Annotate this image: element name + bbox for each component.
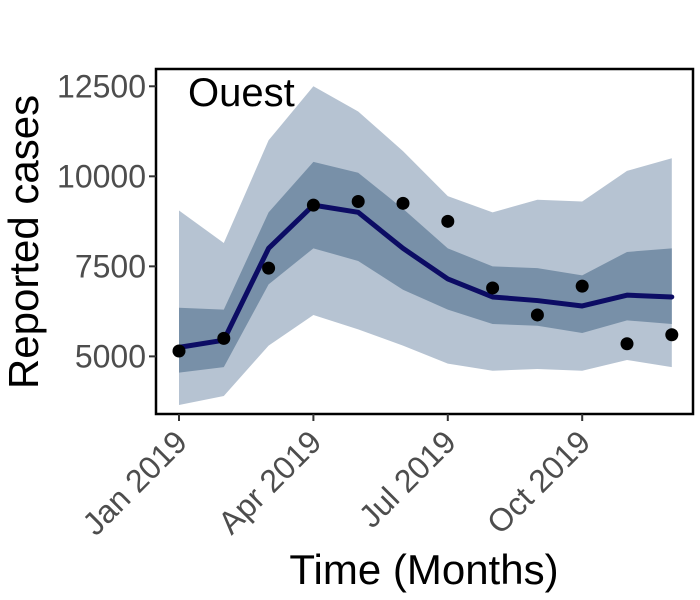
y-tick-label: 12500: [57, 68, 146, 104]
observed-points: [172, 195, 679, 358]
y-tick-label: 7500: [75, 248, 146, 284]
x-axis-title: Time (Months): [289, 546, 558, 593]
observed-point: [172, 344, 186, 358]
observed-point: [306, 198, 320, 212]
median-line-layer: [176, 202, 675, 350]
observed-point: [351, 195, 365, 209]
plot-border: [154, 67, 695, 416]
observed-point: [486, 281, 500, 295]
observed-point: [575, 279, 589, 293]
observed-point: [396, 196, 410, 210]
panel-label: Ouest: [188, 71, 295, 115]
y-tick-label: 5000: [75, 338, 146, 374]
observed-point: [441, 214, 455, 228]
y-tick-label: 10000: [57, 158, 146, 194]
observed-point: [262, 261, 276, 275]
observed-point: [217, 331, 231, 345]
observed-point: [530, 308, 544, 322]
y-axis-title: Reported cases: [0, 95, 47, 389]
observed-point: [620, 337, 634, 351]
y-axis: 5000 7500 10000 12500: [57, 68, 156, 374]
observed-point: [665, 328, 679, 342]
median-line: [176, 202, 675, 350]
